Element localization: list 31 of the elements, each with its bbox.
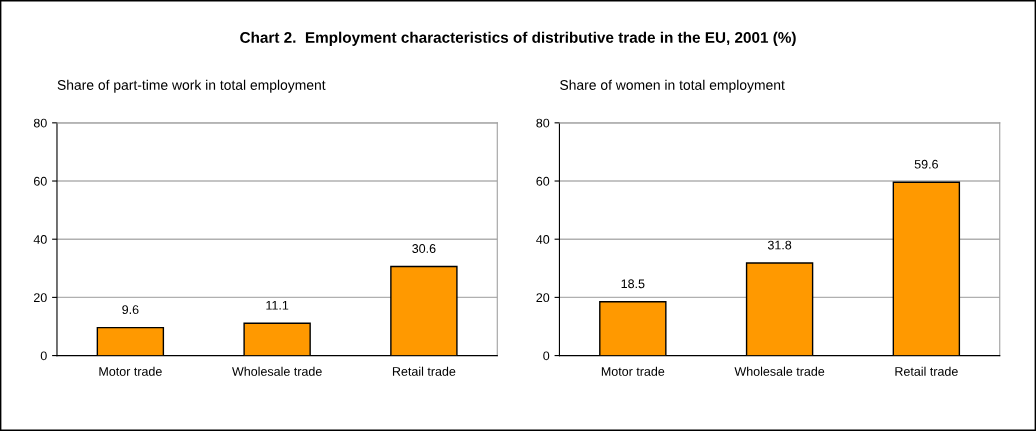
chart-title: Chart 2. Employment characteristics of distributive trade in the EU, 2001 (%) xyxy=(240,31,796,46)
x-tick-label: Wholesale trade xyxy=(734,366,825,376)
x-tick-label: Motor trade xyxy=(601,366,665,376)
bar xyxy=(892,181,961,356)
y-tick-label: 40 xyxy=(33,235,47,244)
y-tick-label: 80 xyxy=(33,118,47,128)
chart-subtitle: Share of part-time work in total employment xyxy=(57,79,326,93)
x-tick-label: Retail trade xyxy=(392,366,456,376)
data-label: 9.6 xyxy=(122,305,139,315)
bar xyxy=(745,262,814,356)
bar xyxy=(599,301,667,356)
y-tick-label: 0 xyxy=(40,351,47,361)
data-label: 30.6 xyxy=(412,244,436,253)
data-label: 18.5 xyxy=(621,279,645,289)
y-tick-label: 20 xyxy=(536,293,550,303)
bar xyxy=(96,326,165,356)
x-tick-label: Motor trade xyxy=(99,366,162,376)
bar xyxy=(243,322,311,356)
data-label: 59.6 xyxy=(914,159,938,169)
bar xyxy=(390,265,458,356)
x-tick-label: Wholesale trade xyxy=(232,366,322,376)
chart-subtitle: Share of women in total employment xyxy=(560,79,785,93)
data-label: 11.1 xyxy=(266,300,289,310)
y-tick-label: 60 xyxy=(536,176,550,186)
y-tick-label: 60 xyxy=(33,176,47,186)
y-tick-label: 80 xyxy=(536,118,550,128)
x-tick-label: Retail trade xyxy=(895,366,958,376)
y-tick-label: 0 xyxy=(543,351,550,361)
y-tick-label: 20 xyxy=(33,293,47,303)
y-tick-label: 40 xyxy=(536,235,550,244)
data-label: 31.8 xyxy=(767,240,792,250)
